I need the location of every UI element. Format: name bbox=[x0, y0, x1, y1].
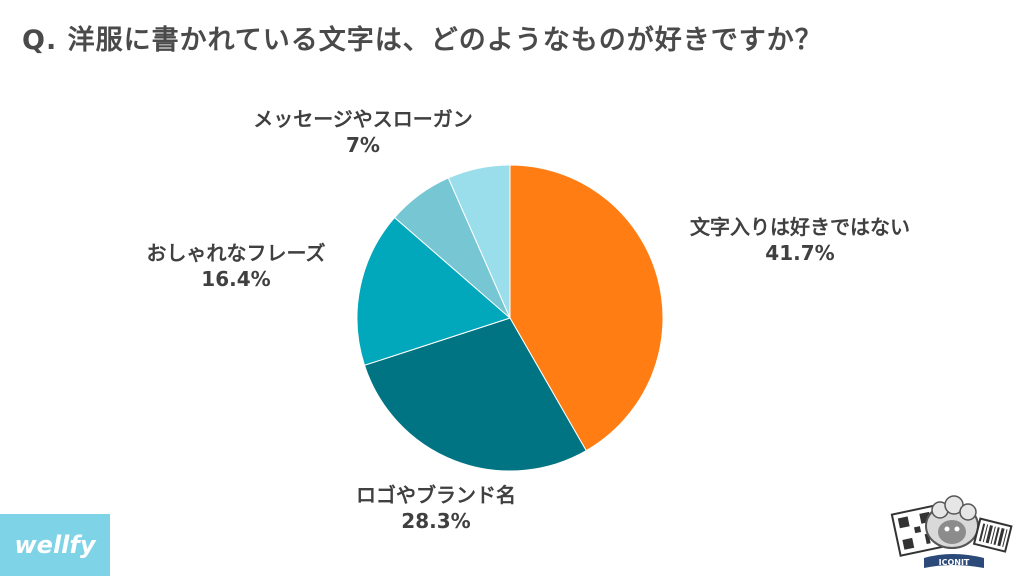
slice-label: 文字入りは好きではない bbox=[690, 215, 910, 239]
pie-slice-4 bbox=[447, 164, 511, 319]
slice-label: おしゃれなフレーズ bbox=[146, 241, 326, 265]
label-no-text: 文字入りは好きではない 41.7% bbox=[690, 214, 910, 266]
slice-percent: 16.4% bbox=[201, 267, 271, 291]
pie-slice-2 bbox=[356, 216, 511, 366]
pie-slice-0 bbox=[509, 164, 664, 452]
wellfy-logo: wellfy bbox=[0, 514, 110, 576]
question-title: Q. 洋服に書かれている文字は、どのようなものが好きですか？ bbox=[22, 25, 823, 56]
slice-percent: 7% bbox=[346, 133, 380, 157]
slice-percent: 41.7% bbox=[765, 241, 835, 265]
iconit-mascot-logo: ICONIT bbox=[890, 495, 1013, 568]
label-logo-brand: ロゴやブランド名 28.3% bbox=[356, 482, 516, 534]
pie-slice-1 bbox=[363, 317, 587, 472]
label-stylish-phrase: おしゃれなフレーズ 16.4% bbox=[147, 240, 326, 292]
slice-label: メッセージやスローガン bbox=[253, 107, 473, 131]
badge-text: ICONIT bbox=[939, 558, 970, 567]
slice-percent: 28.3% bbox=[401, 509, 471, 533]
slice-label: ロゴやブランド名 bbox=[356, 483, 516, 507]
label-message-slogan: メッセージやスローガン 7% bbox=[253, 106, 473, 158]
